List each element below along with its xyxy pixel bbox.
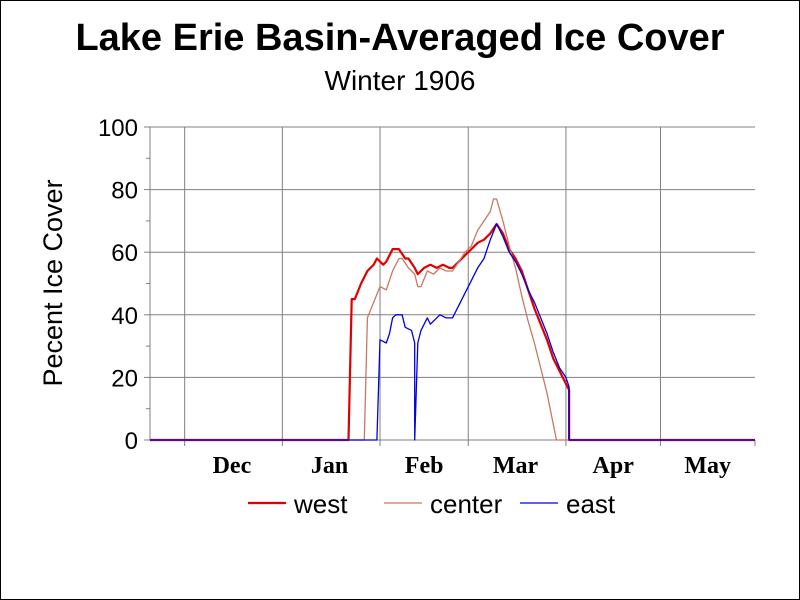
- series-lines: [150, 198, 755, 442]
- x-tick-label: May: [684, 453, 731, 479]
- axes: [144, 126, 756, 446]
- series-line-west: [150, 222, 755, 442]
- series-line-east: [150, 223, 755, 441]
- x-tick-label: Feb: [405, 453, 444, 479]
- x-tick-label: Jan: [311, 453, 348, 479]
- y-tick-label: 0: [125, 428, 138, 455]
- x-tick-label: Apr: [593, 453, 635, 479]
- y-tick-label: 20: [111, 365, 138, 392]
- y-tick-label: 40: [111, 303, 138, 330]
- legend-label-west: west: [293, 489, 348, 519]
- legend: west center east: [248, 489, 616, 519]
- series-line-center: [150, 198, 755, 441]
- y-axis-label: Pecent Ice Cover: [38, 179, 68, 386]
- x-tick-label: Dec: [213, 453, 252, 479]
- chart-title: Lake Erie Basin-Averaged Ice Cover: [75, 17, 724, 59]
- legend-label-east: east: [566, 489, 616, 519]
- x-tick-label: Mar: [493, 453, 539, 479]
- y-tick-label: 100: [98, 115, 138, 142]
- chart-subtitle: Winter 1906: [325, 65, 476, 96]
- legend-label-center: center: [430, 489, 503, 519]
- gridlines: [150, 126, 755, 440]
- tick-labels: 0 20 40 60 80 100 Dec Jan Feb Mar Apr May: [98, 115, 731, 479]
- y-tick-label: 60: [111, 240, 138, 267]
- y-tick-label: 80: [111, 178, 138, 205]
